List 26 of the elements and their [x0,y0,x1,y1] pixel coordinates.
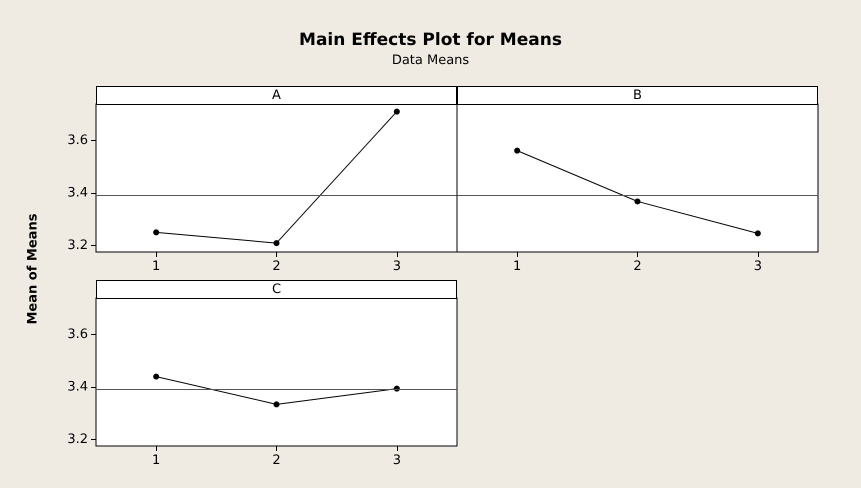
text: Data Means [390,53,470,68]
point [153,229,160,236]
y-axis-title: Mean of Means [26,214,40,324]
x-tick-label: 3 [392,259,401,274]
y-tick-label: 3.2 [67,432,88,447]
x-tick-label: 2 [272,259,281,274]
y-tick-label: 3.6 [67,327,88,342]
chart-title: A [96,86,457,105]
y-tick-label: 3.2 [67,238,88,253]
point [153,374,160,380]
y-tick-label: 3.4 [67,186,88,201]
x-tick-label: 1 [152,259,160,274]
y-tick-label: 3.4 [67,380,88,395]
point [274,401,280,408]
x-tick-label: 1 [152,453,160,468]
point [274,240,280,246]
chart-title: B [457,86,818,105]
x-tick-label: 1 [513,259,522,274]
point [394,108,400,115]
x-tick-label: 3 [754,259,762,274]
x-tick-label: 2 [272,453,281,468]
text: Main Effects Plot for Means [298,30,563,50]
chart-title: C [96,280,457,299]
x-tick-label: 2 [633,259,642,274]
y-tick-label: 3.6 [67,133,88,148]
x-tick-label: 3 [392,453,401,468]
